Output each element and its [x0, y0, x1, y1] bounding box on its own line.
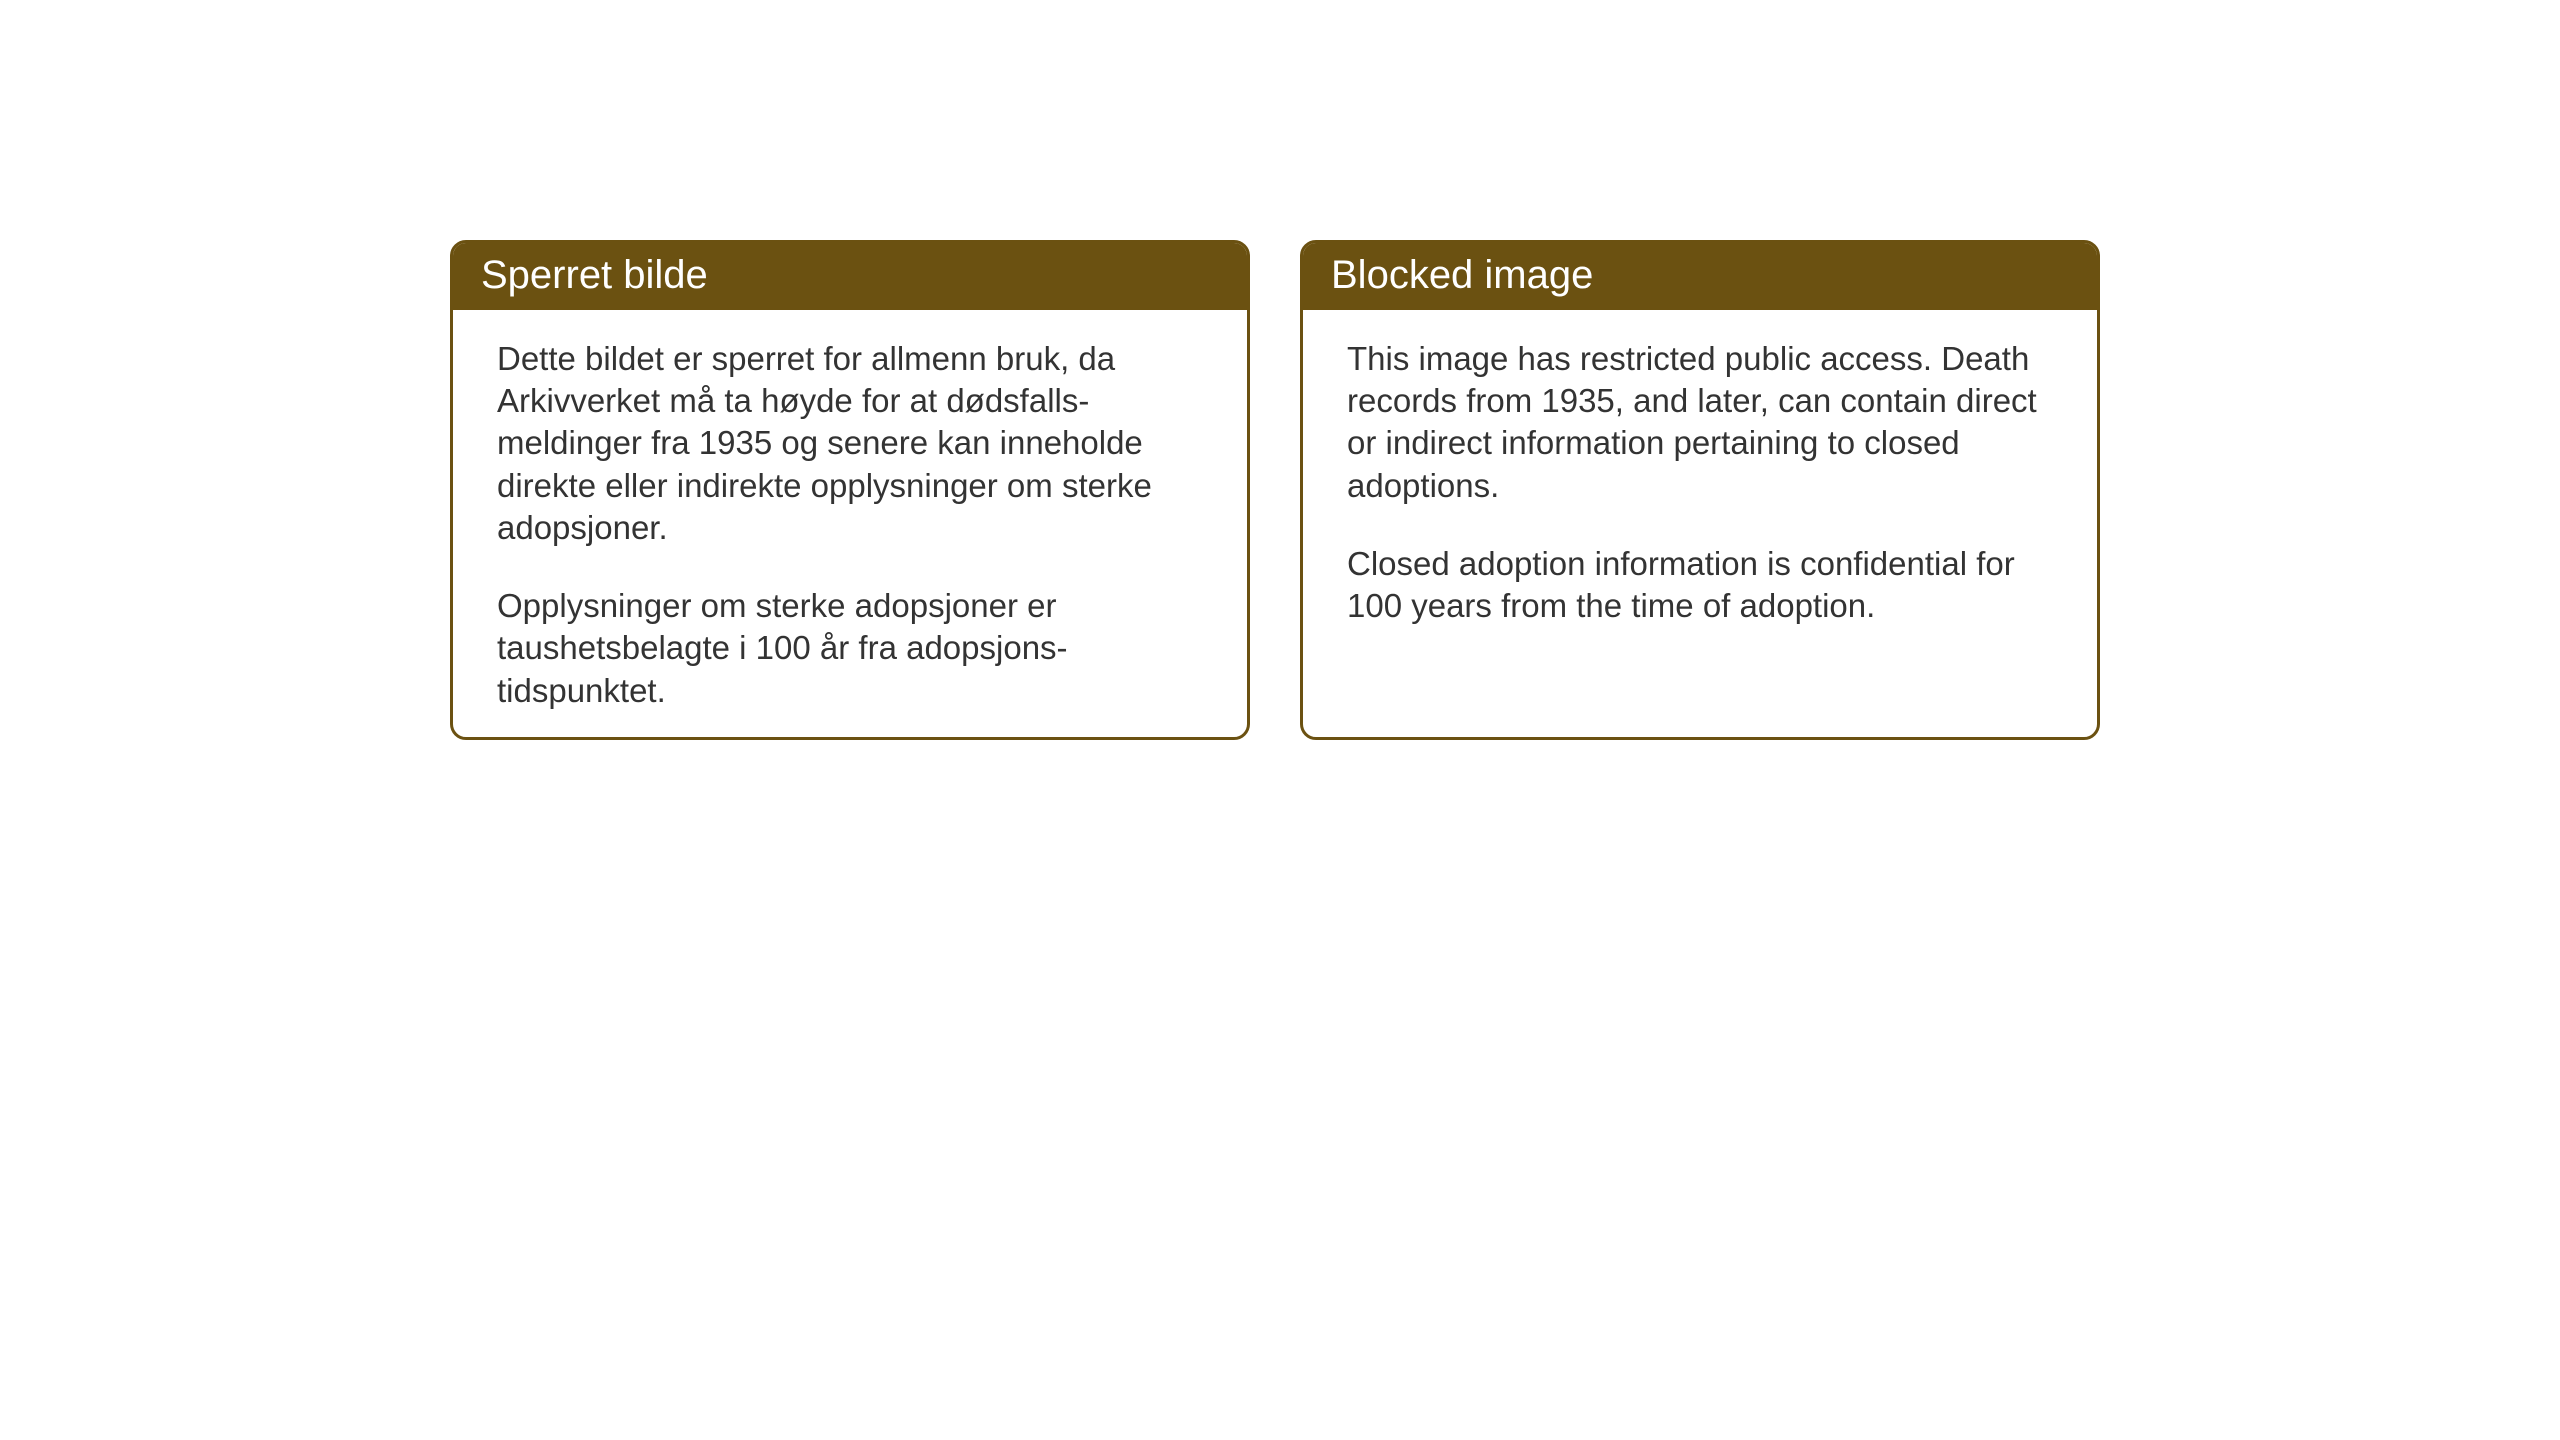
card-body: This image has restricted public access.…: [1303, 310, 2097, 655]
notice-paragraph: Closed adoption information is confident…: [1347, 543, 2053, 627]
notice-card-english: Blocked image This image has restricted …: [1300, 240, 2100, 740]
notice-paragraph: Opplysninger om sterke adopsjoner er tau…: [497, 585, 1203, 712]
card-body: Dette bildet er sperret for allmenn bruk…: [453, 310, 1247, 740]
card-header: Sperret bilde: [453, 243, 1247, 310]
notice-card-norwegian: Sperret bilde Dette bildet er sperret fo…: [450, 240, 1250, 740]
notice-paragraph: Dette bildet er sperret for allmenn bruk…: [497, 338, 1203, 549]
notice-container: Sperret bilde Dette bildet er sperret fo…: [450, 240, 2100, 740]
notice-paragraph: This image has restricted public access.…: [1347, 338, 2053, 507]
card-header: Blocked image: [1303, 243, 2097, 310]
